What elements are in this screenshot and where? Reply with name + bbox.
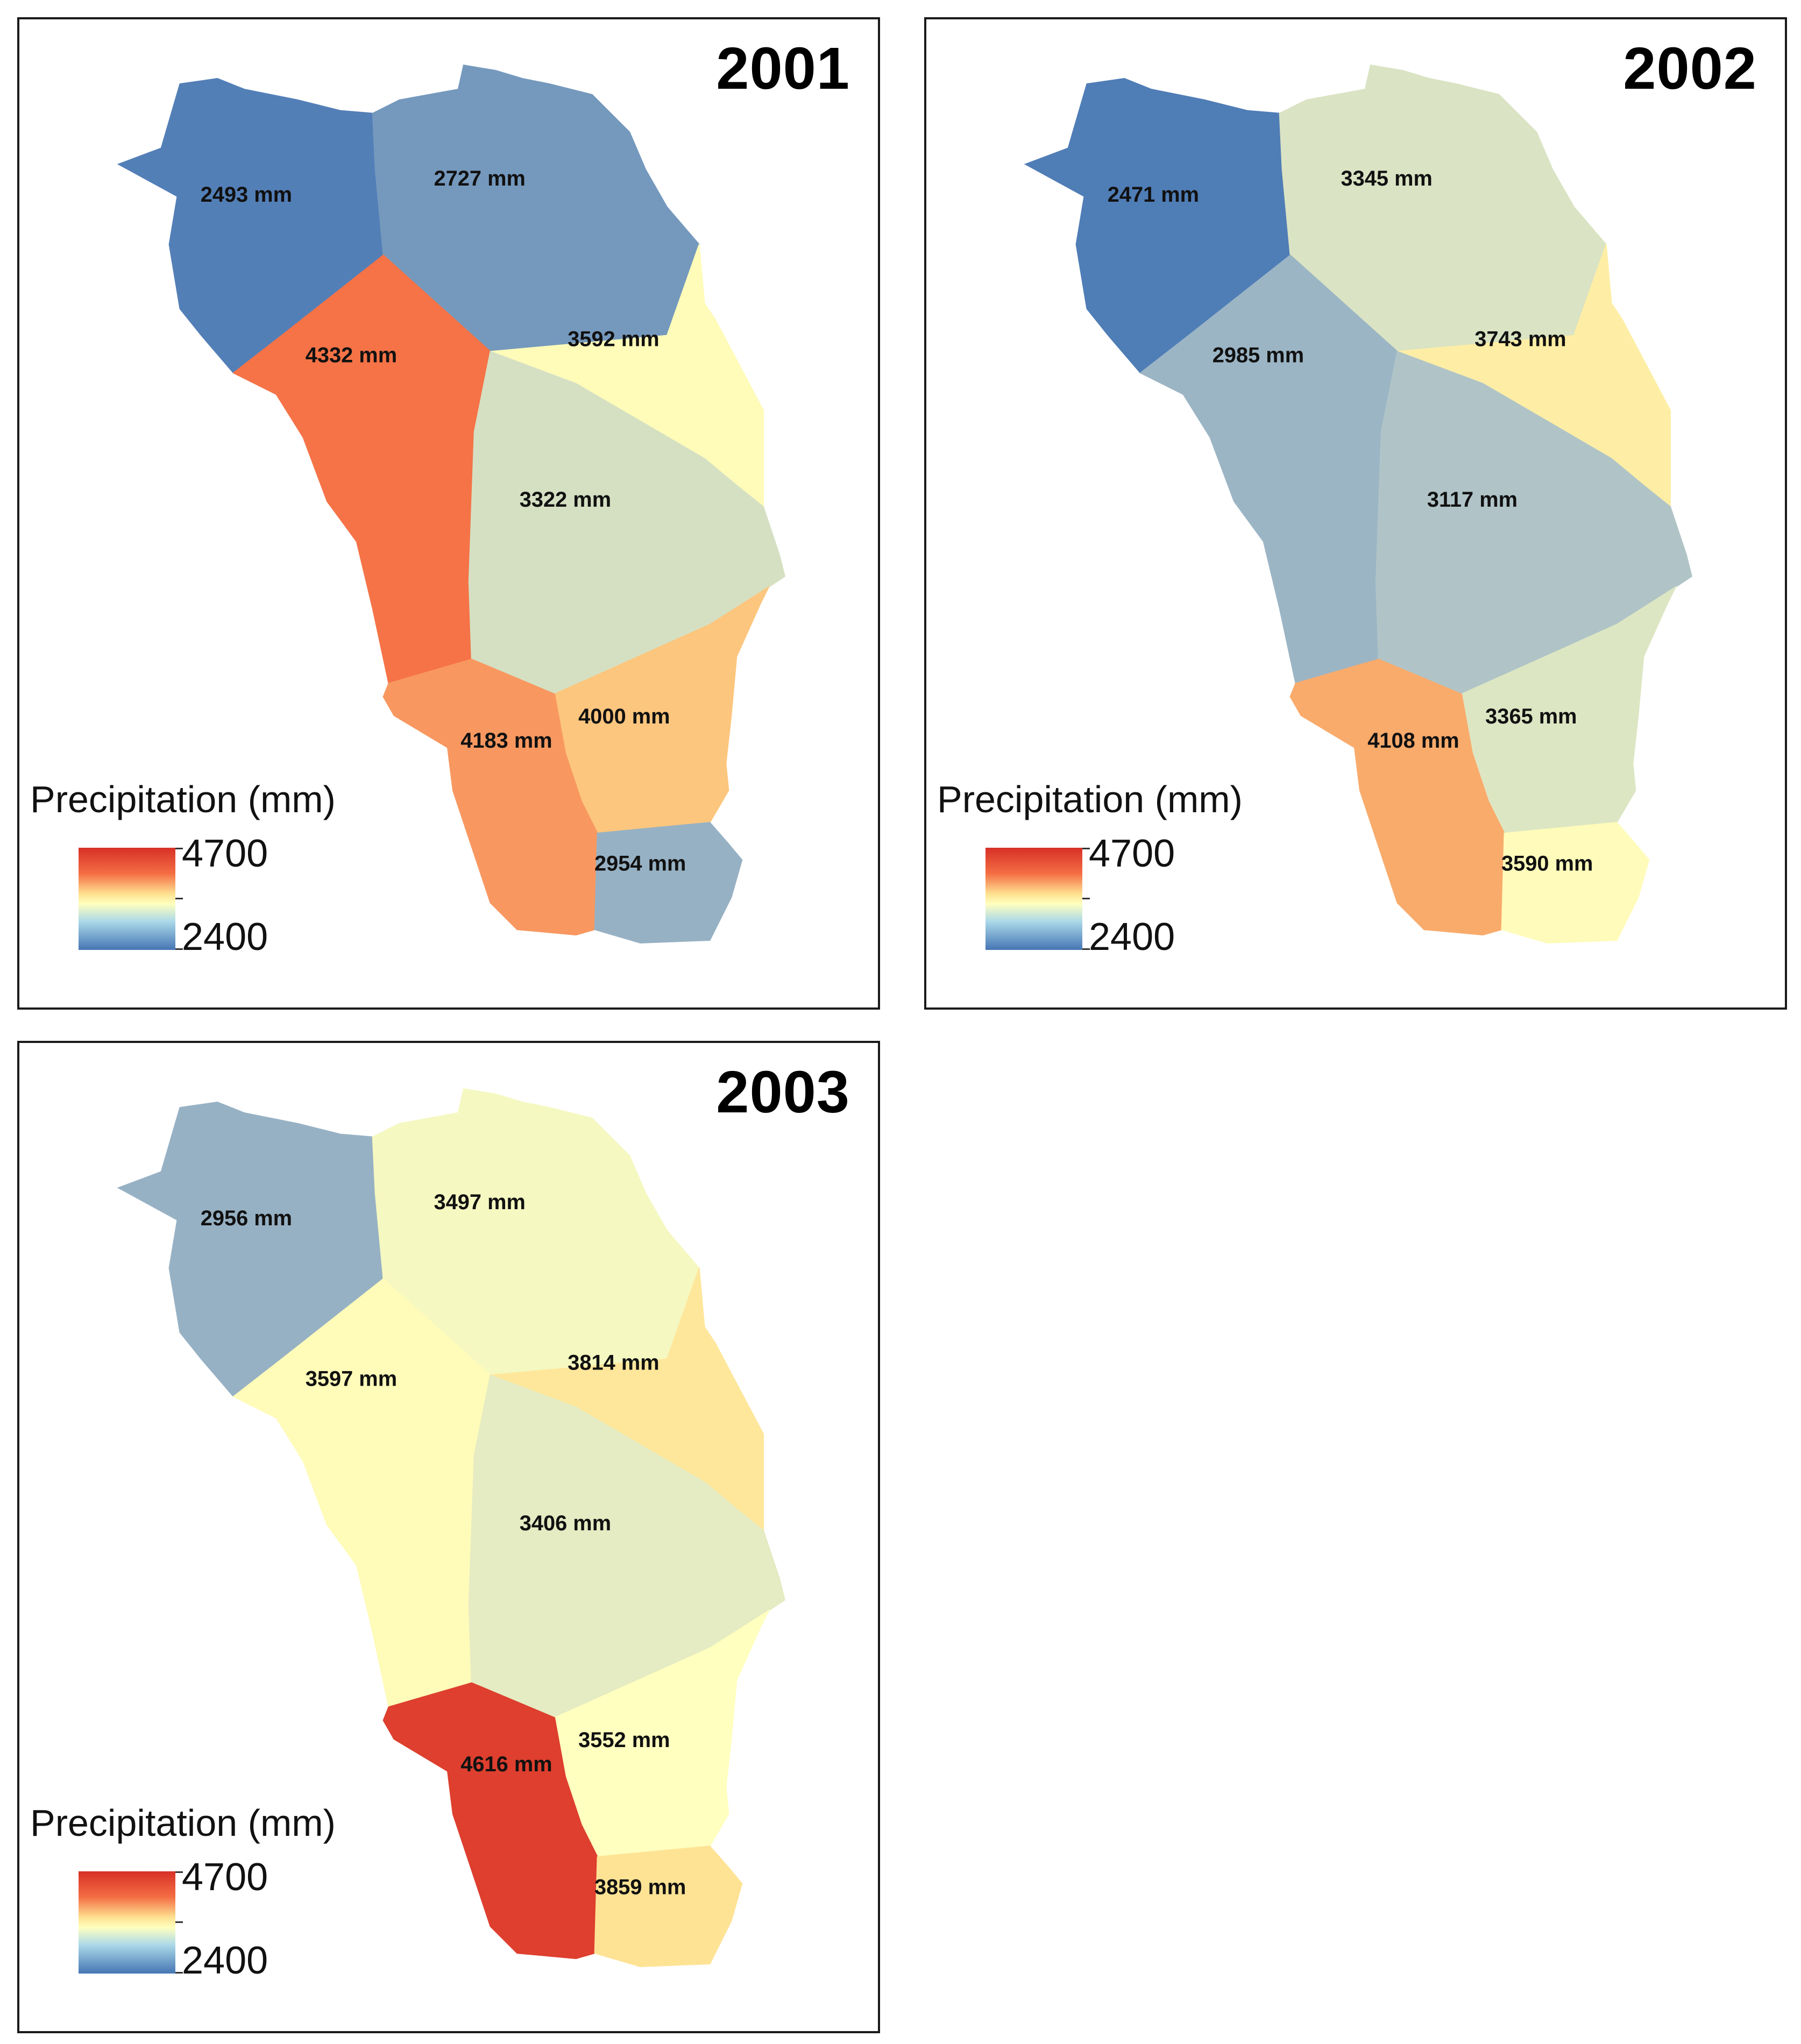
zone-label-sw: 4616 mm — [460, 1752, 552, 1776]
zone-label-s: 2954 mm — [594, 852, 686, 876]
legend-color-ramp — [985, 848, 1082, 950]
zone-label-e: 3552 mm — [578, 1728, 670, 1752]
legend-min-label: 2400 — [1089, 915, 1175, 959]
map-panel-2002: 2471 mm 3345 mm 2985 mm 3743 mm 3117 mm 3365 … — [924, 17, 1787, 1010]
zone-c — [1375, 351, 1693, 695]
zone-sw — [382, 658, 598, 936]
zone-label-e: 3365 mm — [1485, 705, 1577, 728]
zone-label-ne: 3814 mm — [568, 1351, 659, 1375]
legend-color-ramp — [79, 848, 175, 950]
legend-max-label: 4700 — [182, 1856, 268, 1899]
legend-min-label: 2400 — [182, 1939, 268, 1982]
zone-label-sw: 4108 mm — [1367, 729, 1459, 753]
zone-label-e: 4000 mm — [578, 705, 670, 728]
zone-label-ne: 3592 mm — [568, 328, 659, 351]
map-panel-2001: 2493 mm 2727 mm 4332 mm 3592 mm 3322 mm 4000 … — [17, 17, 880, 1010]
legend-max-label: 4700 — [182, 832, 268, 875]
zone-label-c: 3406 mm — [520, 1511, 611, 1535]
zone-label-nw: 2493 mm — [201, 183, 292, 207]
zone-sw — [1289, 658, 1505, 936]
zone-label-n: 3345 mm — [1341, 167, 1433, 190]
zone-label-nw: 2956 mm — [201, 1206, 292, 1230]
legend-tick — [1082, 898, 1090, 899]
legend-max-label: 4700 — [1089, 832, 1175, 875]
zone-label-n: 2727 mm — [434, 167, 526, 190]
zone-label-w: 3597 mm — [306, 1367, 397, 1390]
catchment-map: 2493 mm 2727 mm 4332 mm 3592 mm 3322 mm 4000 … — [117, 65, 786, 943]
zone-sw — [382, 1682, 598, 1960]
legend-title: Precipitation (mm) — [30, 778, 336, 820]
zone-s — [1501, 822, 1650, 943]
legend-min-label: 2400 — [182, 915, 268, 959]
panel-year: 2001 — [716, 36, 850, 102]
zone-c — [468, 1374, 786, 1719]
legend-tick — [175, 1972, 183, 1974]
zone-label-s: 3590 mm — [1501, 852, 1593, 876]
map-panel-2003: 2956 mm 3497 mm 3597 mm 3814 mm 3406 mm 3552 … — [17, 1041, 880, 2033]
zone-label-s: 3859 mm — [594, 1876, 686, 1899]
zone-label-w: 2985 mm — [1213, 343, 1304, 367]
legend-color-ramp — [79, 1871, 175, 1974]
zone-label-c: 3322 mm — [520, 488, 611, 512]
legend-title: Precipitation (mm) — [30, 1802, 336, 1844]
legend-tick — [175, 848, 183, 849]
panel-year: 2003 — [716, 1059, 850, 1125]
catchment-map: 2956 mm 3497 mm 3597 mm 3814 mm 3406 mm 3552 … — [117, 1088, 786, 1967]
zone-label-nw: 2471 mm — [1108, 183, 1199, 207]
panel-year: 2002 — [1623, 36, 1757, 102]
legend-tick — [1082, 848, 1090, 849]
legend-tick — [1082, 948, 1090, 950]
zone-label-ne: 3743 mm — [1474, 328, 1566, 351]
zone-label-sw: 4183 mm — [460, 729, 552, 753]
legend-tick — [175, 898, 183, 899]
catchment-map: 2471 mm 3345 mm 2985 mm 3743 mm 3117 mm 3365 … — [1024, 65, 1693, 943]
legend-title: Precipitation (mm) — [937, 778, 1243, 820]
legend-tick — [175, 1921, 183, 1923]
zone-label-w: 4332 mm — [306, 343, 397, 367]
legend-tick — [175, 948, 183, 950]
zone-label-n: 3497 mm — [434, 1190, 526, 1214]
zone-s — [594, 1846, 743, 1967]
zone-label-c: 3117 mm — [1427, 488, 1518, 512]
legend-tick — [175, 1871, 183, 1873]
zone-c — [468, 351, 786, 695]
zone-s — [594, 822, 743, 943]
